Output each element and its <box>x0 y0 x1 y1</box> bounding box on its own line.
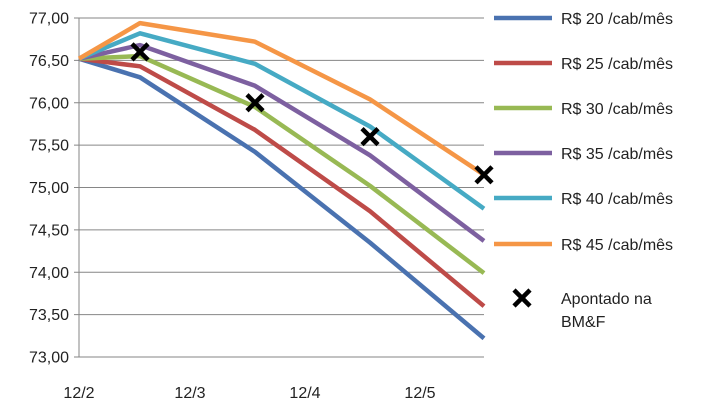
x-tick-label: 12/5 <box>404 385 435 402</box>
legend-label: R$ 45 /cab/mês <box>561 237 673 254</box>
series-line <box>78 31 486 211</box>
x-tick-labels: 12/2 12/3 12/4 12/5 <box>63 385 435 402</box>
bmf-marker <box>245 93 265 113</box>
y-tick-label: 75,50 <box>29 138 69 155</box>
x-tick-label: 12/3 <box>174 385 205 402</box>
y-tick-label: 73,50 <box>29 307 69 324</box>
legend-label: R$ 25 /cab/mês <box>561 56 673 73</box>
y-tick-label: 74,00 <box>29 265 69 282</box>
marker-stroke <box>245 93 265 113</box>
legend-marker-swatch <box>512 288 532 308</box>
series-lines <box>77 20 486 341</box>
y-tick-label: 77,00 <box>29 11 69 28</box>
series-line <box>78 56 486 308</box>
bmf-marker <box>360 127 380 147</box>
axes <box>74 17 484 358</box>
y-tick-label: 76,50 <box>29 53 69 70</box>
bmf-marker <box>130 42 150 62</box>
legend-label: R$ 20 /cab/mês <box>561 11 673 28</box>
marker-stroke <box>512 288 532 308</box>
bmf-marker <box>474 165 494 185</box>
y-tick-label: 75,00 <box>29 180 69 197</box>
legend-label: R$ 40 /cab/mês <box>561 191 673 208</box>
marker-stroke <box>360 127 380 147</box>
y-tick-label: 73,00 <box>29 350 69 367</box>
legend: R$ 20 /cab/mês R$ 25 /cab/mês R$ 30 /cab/m… <box>494 11 673 331</box>
y-tick-label: 76,00 <box>29 95 69 112</box>
marker-stroke <box>130 42 150 62</box>
series-line <box>78 53 486 275</box>
legend-label: Apontado na <box>561 291 652 308</box>
y-tick-label: 74,50 <box>29 222 69 239</box>
series-line <box>78 42 486 243</box>
series-line <box>77 20 486 177</box>
marker-stroke <box>474 165 494 185</box>
legend-label: R$ 35 /cab/mês <box>561 146 673 163</box>
legend-label: R$ 30 /cab/mês <box>561 101 673 118</box>
series-line <box>78 56 486 341</box>
legend-label: BM&F <box>561 314 606 331</box>
y-tick-labels: 73,00 73,50 74,00 74,50 75,00 75,50 76,00 76,50… <box>29 11 69 367</box>
x-tick-label: 12/4 <box>289 385 320 402</box>
bmf-markers <box>130 42 494 185</box>
x-tick-label: 12/2 <box>63 385 94 402</box>
